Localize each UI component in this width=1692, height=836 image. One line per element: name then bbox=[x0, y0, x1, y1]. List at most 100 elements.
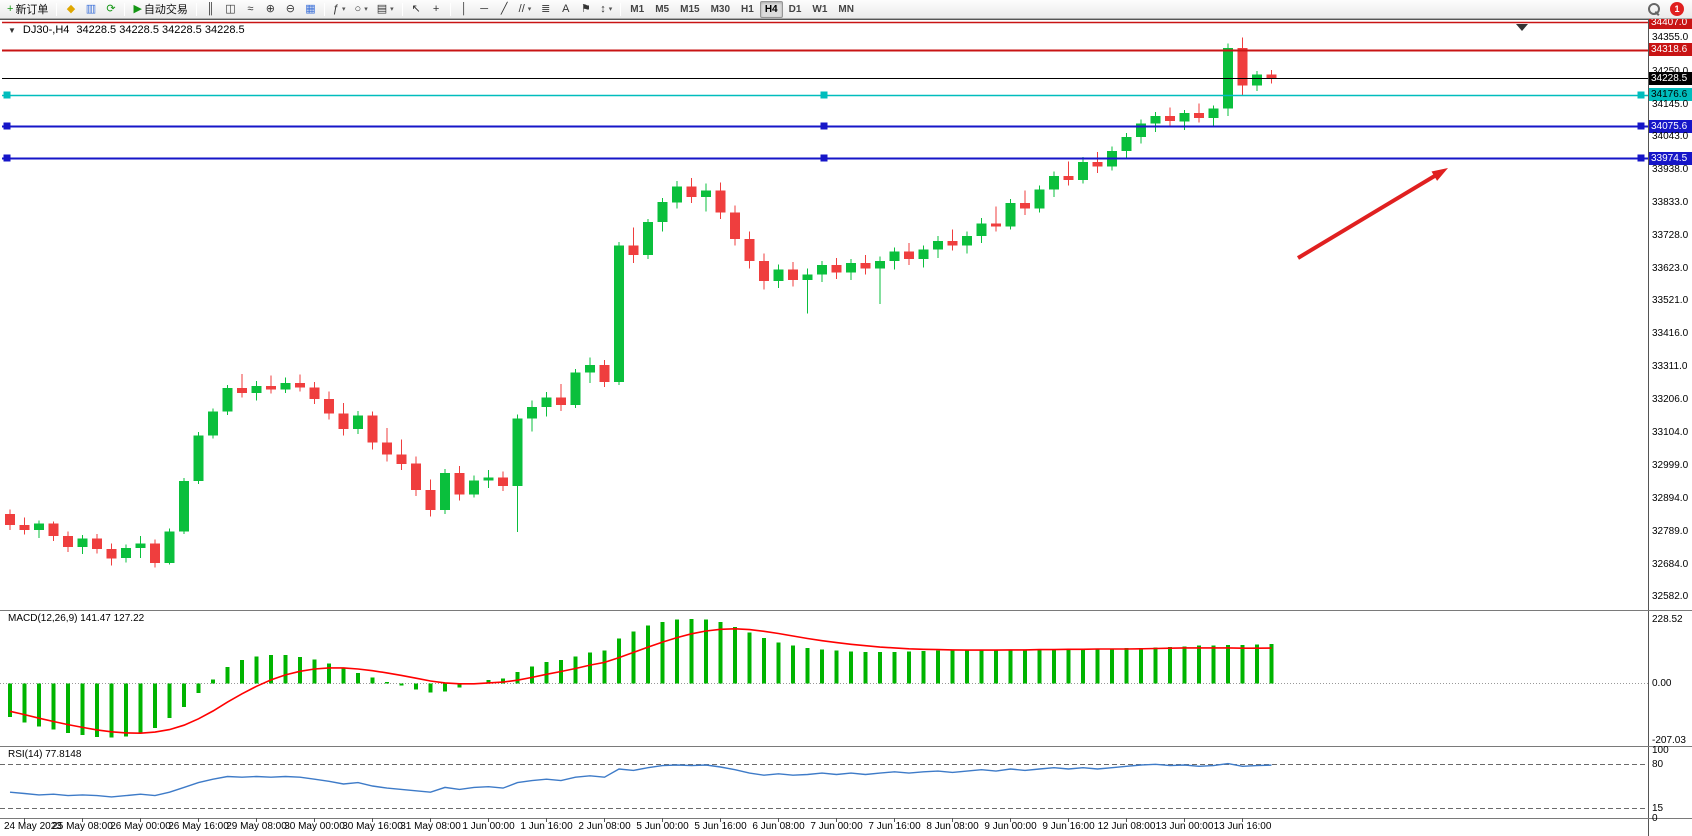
candlesticks bbox=[5, 37, 1277, 568]
text-icon: A bbox=[562, 2, 570, 15]
line-handle[interactable] bbox=[3, 154, 11, 162]
toolbar-separator bbox=[323, 2, 325, 16]
templates-button[interactable]: ▤ ▾ bbox=[373, 1, 398, 18]
trendline-button[interactable]: ╱ bbox=[495, 1, 514, 18]
arrows-caret-icon: ▾ bbox=[608, 6, 613, 13]
templates-caret-icon: ▾ bbox=[390, 6, 394, 13]
timeframe-m1-button[interactable]: M1 bbox=[625, 1, 649, 18]
macd-histogram bbox=[8, 618, 1274, 738]
bar-chart-icon: ║ bbox=[206, 2, 215, 15]
timeframe-m15-button-label: M15 bbox=[680, 3, 700, 15]
vertical-line-button[interactable]: │ bbox=[455, 1, 474, 18]
timeframe-h4-button[interactable]: H4 bbox=[759, 0, 783, 18]
timeframe-w1-button[interactable]: W1 bbox=[807, 1, 832, 18]
cursor-icon: ↖ bbox=[411, 2, 421, 15]
market-watch-icon: ▥ bbox=[85, 2, 97, 15]
autotrading-button-label: 自动交易 bbox=[143, 4, 188, 16]
vertical-line-icon: │ bbox=[460, 2, 468, 15]
autotrading-icon: ▶ bbox=[133, 2, 142, 15]
line-handle[interactable] bbox=[1637, 154, 1645, 162]
toolbar-separator bbox=[124, 2, 126, 16]
line-handle[interactable] bbox=[820, 154, 828, 162]
zoom-out-button[interactable]: ⊖ bbox=[281, 1, 300, 18]
trendline-icon: ╱ bbox=[500, 2, 508, 15]
toolbar-right-group: 1 bbox=[1644, 1, 1689, 18]
timeframe-m30-button-label: M30 bbox=[710, 3, 731, 15]
timeframe-m5-button[interactable]: M5 bbox=[650, 1, 674, 18]
timeframe-d1-button[interactable]: D1 bbox=[784, 1, 807, 18]
chart-shift-marker-icon[interactable] bbox=[1516, 24, 1528, 31]
profile-icon-button[interactable]: ◆ bbox=[61, 1, 80, 18]
line-handle[interactable] bbox=[1637, 122, 1645, 130]
equidistant-channel-icon: // bbox=[518, 2, 525, 15]
notification-badge[interactable]: 1 bbox=[1670, 2, 1684, 16]
equidistant-channel-caret-icon: ▾ bbox=[527, 6, 532, 13]
search-button[interactable] bbox=[1644, 1, 1664, 18]
autotrading-button[interactable]: ▶ 自动交易 bbox=[129, 1, 191, 18]
fibonacci-icon: ≣ bbox=[541, 2, 551, 15]
timeframe-m30-button[interactable]: M30 bbox=[706, 1, 735, 18]
line-chart-icon: ≈ bbox=[247, 2, 254, 15]
text-label-icon: ⚑ bbox=[580, 2, 591, 15]
new-order-button-label: 新订单 bbox=[15, 4, 49, 16]
text-label-button[interactable]: ⚑ bbox=[576, 1, 595, 18]
zoom-in-icon: ⊕ bbox=[265, 2, 276, 15]
profile-icon-icon: ◆ bbox=[66, 2, 76, 15]
timeframe-h1-button-label: H1 bbox=[741, 3, 754, 15]
indicators-caret-icon: ▾ bbox=[342, 6, 346, 13]
tile-windows-icon: ▦ bbox=[305, 2, 316, 15]
toolbar-separator bbox=[195, 2, 197, 16]
line-handle[interactable] bbox=[820, 122, 828, 130]
line-handle[interactable] bbox=[3, 122, 11, 130]
line-handle[interactable] bbox=[3, 91, 11, 99]
horizontal-line-button[interactable]: ─ bbox=[475, 1, 494, 18]
line-handle[interactable] bbox=[1637, 91, 1645, 99]
timeframe-m1-button-label: M1 bbox=[630, 3, 645, 15]
new-order-button[interactable]: + 新订单 bbox=[3, 1, 52, 18]
new-order-icon: + bbox=[7, 2, 14, 15]
equidistant-channel-button[interactable]: //▾ bbox=[515, 1, 536, 18]
periods-button[interactable]: ○ ▾ bbox=[351, 1, 372, 18]
crosshair-icon: + bbox=[432, 2, 440, 15]
toolbar-separator bbox=[401, 2, 403, 16]
timeframe-mn-button-label: MN bbox=[838, 3, 854, 15]
rsi-indicator-label: RSI(14) 77.8148 bbox=[8, 749, 82, 760]
macd-signal-line bbox=[9, 627, 1272, 735]
timeframe-m15-button[interactable]: M15 bbox=[675, 1, 704, 18]
templates-icon: ▤ bbox=[376, 2, 388, 15]
line-handle[interactable] bbox=[820, 91, 828, 99]
chart-header: ▼ DJ30-,H4 34228.5 34228.5 34228.5 34228… bbox=[8, 24, 245, 36]
fibonacci-button[interactable]: ≣ bbox=[536, 1, 555, 18]
indicators-icon: ƒ bbox=[332, 2, 340, 15]
toolbar-separator bbox=[56, 2, 58, 16]
arrows-button[interactable]: ↕ ▾ bbox=[596, 1, 616, 18]
zoom-in-button[interactable]: ⊕ bbox=[261, 1, 280, 18]
timeframe-h4-button-label: H4 bbox=[764, 3, 778, 15]
tile-windows-button[interactable]: ▦ bbox=[301, 1, 320, 18]
timeframe-d1-button-label: D1 bbox=[788, 3, 802, 15]
timeframe-m5-button-label: M5 bbox=[655, 3, 670, 15]
line-chart-button[interactable]: ≈ bbox=[241, 1, 260, 18]
timeframe-w1-button-label: W1 bbox=[812, 3, 828, 15]
crosshair-button[interactable]: + bbox=[427, 1, 446, 18]
toolbar: + 新订单 ◆ ▥ ⟳ ▶ 自动交易 ║ ◫ ≈ ⊕ ⊖ ▦ ƒ ▾ ○ ▾ ▤ ▾ ↖ + │ ─ ╱//▾ ≣ A ⚑ ↕ ▾ M1 M… bbox=[0, 0, 1692, 19]
search-icon bbox=[1648, 3, 1660, 15]
horizontal-line-icon: ─ bbox=[480, 2, 489, 15]
indicators-button[interactable]: ƒ ▾ bbox=[329, 1, 350, 18]
timeframe-mn-button[interactable]: MN bbox=[833, 1, 859, 18]
periods-caret-icon: ▾ bbox=[364, 6, 368, 13]
ohlc-readout: 34228.5 34228.5 34228.5 34228.5 bbox=[76, 24, 245, 36]
periods-icon: ○ bbox=[354, 2, 362, 15]
chart-collapse-icon[interactable]: ▼ bbox=[8, 25, 16, 35]
cursor-button[interactable]: ↖ bbox=[407, 1, 426, 18]
timeframe-h1-button[interactable]: H1 bbox=[736, 1, 759, 18]
refresh-button[interactable]: ⟳ bbox=[101, 1, 120, 18]
trend-arrow-annotation[interactable] bbox=[1296, 168, 1448, 260]
bar-chart-button[interactable]: ║ bbox=[201, 1, 220, 18]
candlestick-chart-button[interactable]: ◫ bbox=[221, 1, 240, 18]
text-button[interactable]: A bbox=[556, 1, 575, 18]
macd-indicator-label: MACD(12,26,9) 141.47 127.22 bbox=[8, 613, 145, 624]
market-watch-button[interactable]: ▥ bbox=[81, 1, 100, 18]
candlestick-chart-icon: ◫ bbox=[225, 2, 236, 15]
